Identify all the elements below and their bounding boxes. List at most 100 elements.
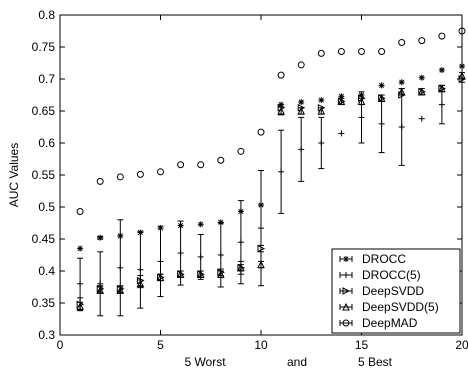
data-point (197, 221, 204, 228)
data-point (197, 253, 204, 260)
data-point (136, 170, 144, 178)
data-point (438, 32, 446, 40)
data-point (77, 280, 84, 287)
data-point (277, 71, 285, 79)
x-tick-label: 10 (254, 338, 268, 352)
y-tick-label: 0.8 (38, 8, 55, 22)
data-point (137, 266, 144, 273)
y-tick-label: 0.75 (32, 40, 56, 54)
data-point (337, 47, 345, 55)
legend: DROCC DROCC(5) DeepSVDD DeepSVDD(5) DeepMAD (331, 248, 461, 334)
data-point (398, 124, 405, 130)
data-point (418, 115, 425, 122)
data-point (317, 106, 326, 115)
legend-label: DROCC(5) (362, 268, 421, 282)
data-point (357, 97, 366, 105)
data-point (257, 260, 265, 269)
data-point (397, 87, 406, 96)
data-point (116, 286, 125, 294)
data-point (237, 263, 245, 272)
data-point (278, 168, 285, 175)
data-point (197, 161, 205, 169)
data-point (378, 47, 386, 55)
y-tick-label: 0.7 (38, 72, 55, 86)
x-axis-label-worst: 5 Worst (184, 355, 226, 369)
data-point (96, 286, 105, 294)
data-point (338, 130, 345, 137)
series-DeepSVDD(5) (76, 71, 466, 311)
data-point (398, 79, 405, 86)
data-point (458, 27, 466, 35)
data-point (257, 244, 266, 253)
legend-marker (343, 256, 349, 262)
data-point (176, 270, 185, 278)
legend-label: DeepSVDD(5) (362, 300, 439, 314)
y-tick-label: 0.45 (32, 232, 56, 246)
data-point (97, 234, 104, 241)
data-marks (76, 27, 467, 317)
data-point (76, 207, 84, 215)
data-point (458, 71, 466, 80)
data-point (237, 147, 245, 155)
data-point (358, 114, 365, 121)
data-point (398, 39, 406, 47)
data-point (337, 97, 346, 105)
data-point (297, 61, 305, 69)
data-point (297, 106, 306, 115)
data-point (378, 120, 385, 127)
data-point (136, 279, 145, 288)
data-point (459, 63, 465, 70)
series-DeepMAD (76, 27, 466, 215)
data-point (298, 146, 305, 153)
data-point (358, 47, 365, 55)
data-point (237, 239, 244, 246)
data-point (377, 94, 386, 102)
x-tick-label: 20 (455, 338, 468, 352)
data-point (196, 270, 205, 278)
legend-label: DROCC (362, 252, 406, 266)
data-point (77, 245, 84, 252)
data-point (378, 82, 385, 89)
data-point (117, 264, 124, 271)
legend-label: DeepMAD (362, 316, 418, 330)
x-tick-label: 15 (355, 338, 369, 352)
data-point (157, 258, 164, 265)
data-point (217, 252, 224, 258)
legend-marker (342, 319, 350, 327)
data-point (177, 161, 185, 169)
legend-box (331, 248, 461, 334)
data-point (177, 250, 184, 257)
data-point (76, 302, 84, 310)
axis-ticks: 0 5 10 15 20 0.3 0.35 0.4 0.45 0.5 0.55 0.6 0.65 0.7 0… (32, 8, 468, 352)
data-point (418, 37, 426, 45)
data-point (157, 168, 164, 176)
y-tick-label: 0.5 (38, 200, 55, 214)
x-tick-label: 0 (57, 338, 64, 352)
legend-marker (343, 272, 349, 278)
data-point (318, 97, 325, 104)
data-point (318, 140, 325, 146)
y-tick-label: 0.4 (38, 264, 55, 278)
y-axis-label: AUC Values (7, 143, 21, 207)
data-point (258, 225, 264, 232)
data-point (216, 270, 225, 278)
data-point (257, 128, 265, 136)
y-tick-label: 0.3 (38, 328, 55, 342)
data-point (298, 99, 305, 106)
series-DROCC (77, 63, 465, 252)
data-point (417, 87, 426, 96)
legend-label: DeepSVDD (362, 284, 424, 298)
y-tick-label: 0.55 (32, 168, 56, 182)
x-axis-label-and: and (287, 355, 307, 369)
data-point (217, 156, 225, 164)
data-point (116, 173, 124, 181)
data-point (438, 101, 445, 108)
data-point (317, 49, 325, 57)
y-tick-label: 0.65 (32, 104, 56, 118)
x-axis-label-best: 5 Best (358, 355, 393, 369)
y-tick-label: 0.35 (32, 296, 56, 310)
y-tick-label: 0.6 (38, 136, 55, 150)
x-tick-label: 5 (157, 338, 164, 352)
data-point (156, 273, 165, 281)
